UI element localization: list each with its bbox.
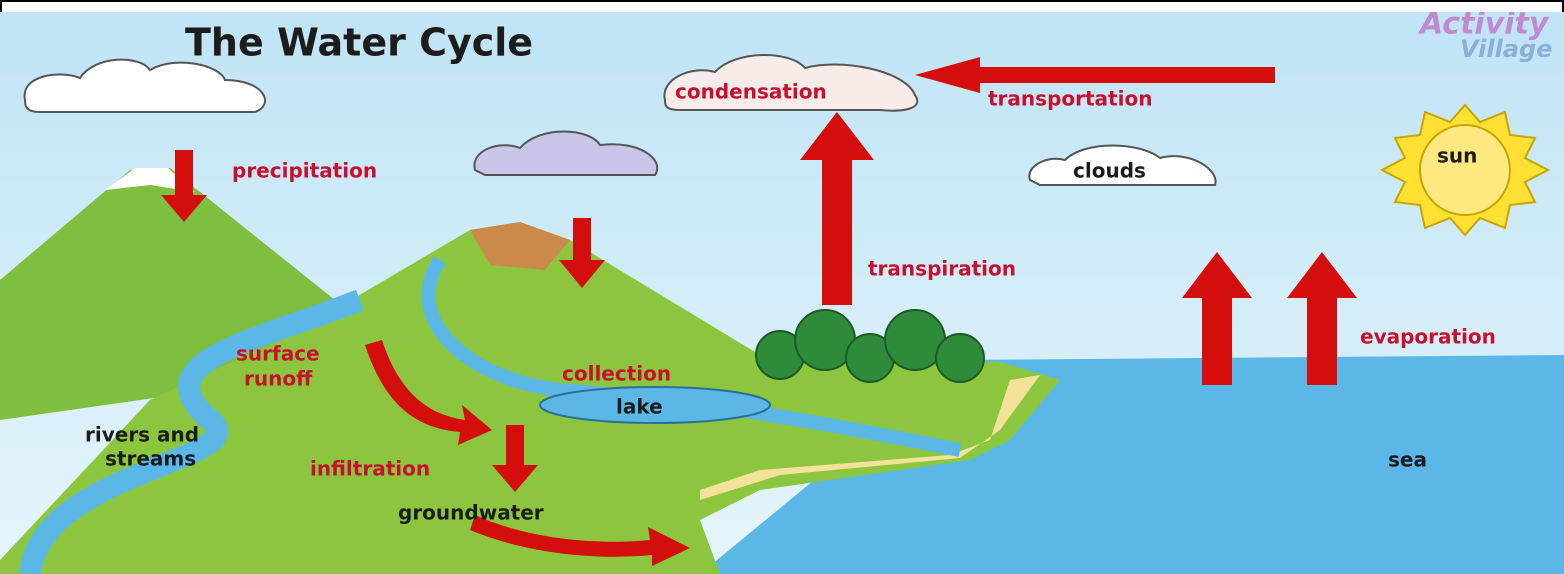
sun-disc bbox=[1420, 125, 1510, 215]
label: sun bbox=[1437, 144, 1477, 168]
label: streams bbox=[105, 447, 196, 471]
title: The Water Cycle bbox=[185, 21, 533, 65]
label: infiltration bbox=[310, 457, 430, 481]
label: condensation bbox=[675, 80, 827, 104]
label: precipitation bbox=[232, 159, 377, 183]
water-cycle-diagram: The Water Cycle Activity Village condens… bbox=[0, 0, 1564, 574]
label: surface bbox=[236, 342, 320, 366]
label: collection bbox=[562, 362, 671, 386]
label: clouds bbox=[1073, 159, 1146, 183]
logo: Village bbox=[1460, 35, 1552, 63]
label: evaporation bbox=[1360, 325, 1496, 349]
label: rivers and bbox=[85, 423, 199, 447]
label: transportation bbox=[988, 87, 1152, 111]
illustration: The Water Cycle Activity Village condens… bbox=[0, 7, 1564, 574]
label: runoff bbox=[244, 367, 313, 391]
label: transpiration bbox=[868, 257, 1016, 281]
label: sea bbox=[1388, 448, 1427, 472]
label: groundwater bbox=[398, 501, 544, 525]
label: lake bbox=[616, 395, 663, 419]
